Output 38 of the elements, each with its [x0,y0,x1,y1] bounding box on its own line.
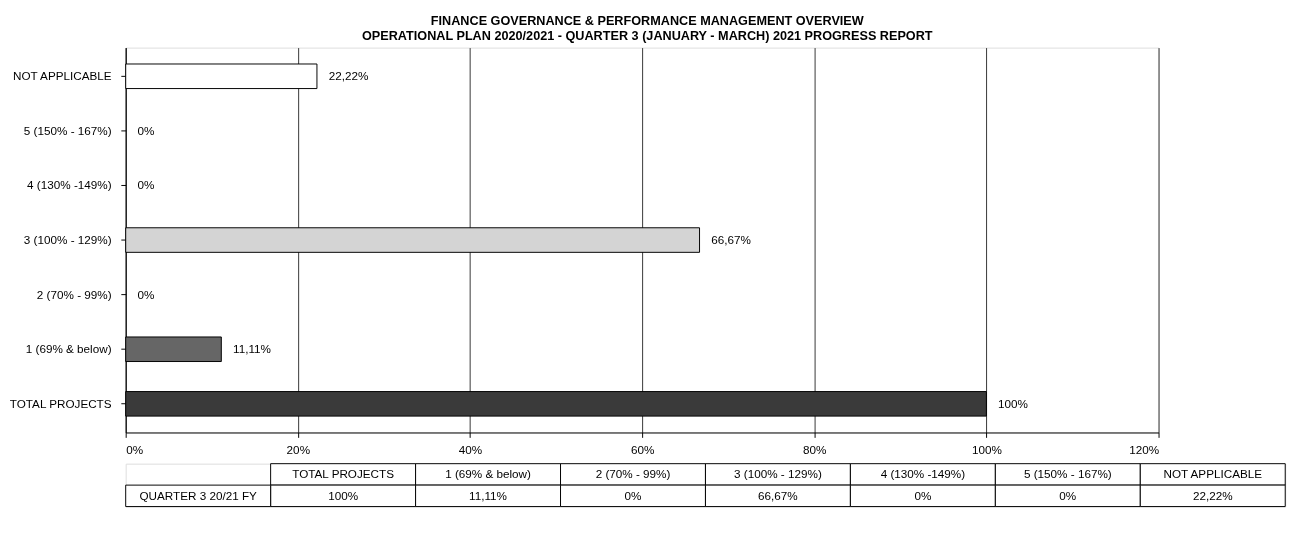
x-tick-label: 20% [286,443,311,457]
chart-title: FINANCE GOVERNANCE & PERFORMANCE MANAGEMENT OVERVIEW [430,13,864,28]
x-tick-label: 40% [458,443,483,457]
y-tick-label: 3 (100% - 129%) [23,232,112,246]
y-tick-label: NOT APPLICABLE [13,69,112,83]
chart-subtitle: OPERATIONAL PLAN 2020/2021 - QUARTER 3 (JANUARY - MARCH) 2021 PROGRESS REPORT [361,29,933,44]
category-label: 5 (150% - 167%) [1023,467,1112,481]
x-tick-label: 0% [126,443,144,457]
data-label: 0% [137,178,155,192]
y-tick-label: 1 (69% & below) [25,342,112,356]
category-label: TOTAL PROJECTS [292,467,394,481]
x-tick-label: 80% [803,443,827,457]
y-tick-label: 5 (150% - 167%) [23,123,112,137]
y-tick-label: 2 (70% - 99%) [36,287,112,301]
category-label: 1 (69% & below) [445,467,531,481]
text: 0% [914,488,932,502]
x-tick-label: 120% [1129,443,1160,457]
text: 0% [1059,488,1077,502]
text: 100% [328,488,359,502]
text: QUARTER 3 20/21 FY [139,488,258,502]
text: 22,22% [1192,488,1233,502]
data-label: 22,22% [328,69,369,83]
category-label: 3 (100% - 129%) [734,467,822,481]
x-tick-label: 60% [630,443,655,457]
y-tick-label: 4 (130% -149%) [27,178,112,192]
text: 66,67% [758,488,798,502]
data-label: 100% [998,396,1029,410]
data-label: 11,11% [233,342,271,356]
data-label: 0% [137,123,155,137]
text: 0% [624,488,642,502]
x-tick-label: 100% [971,443,1002,457]
category-label: 4 (130% -149%) [880,467,966,481]
category-label: 2 (70% - 99%) [595,467,671,481]
data-label: 0% [137,287,155,301]
y-tick-label: TOTAL PROJECTS [9,396,112,410]
category-label: NOT APPLICABLE [1163,467,1263,481]
text: 11,11% [469,488,507,502]
data-label: 66,67% [711,232,751,246]
